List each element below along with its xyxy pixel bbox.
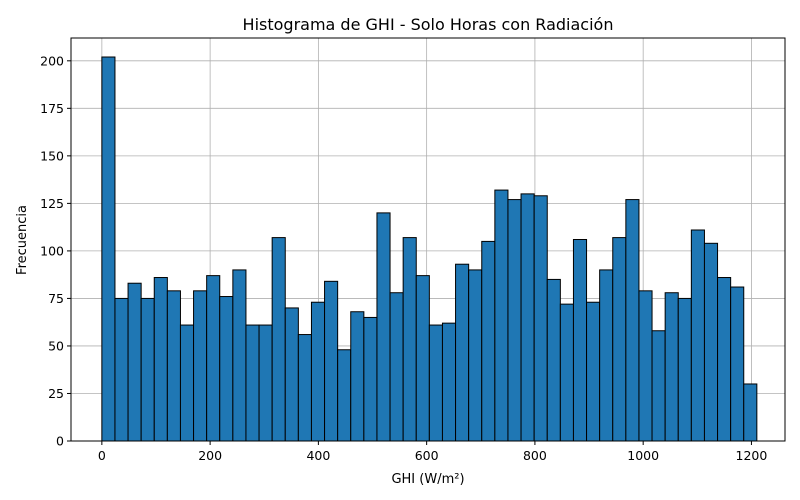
histogram-bar [520,193,535,442]
x-tick-label: 1000 [627,448,659,463]
histogram-bar [625,199,640,442]
histogram-bar [166,290,181,442]
chart-title: Histograma de GHI - Solo Horas con Radia… [243,15,614,34]
histogram-bar [350,311,365,442]
histogram-bar [389,292,404,442]
histogram-bar [572,239,588,442]
histogram-bar [586,301,601,442]
histogram-bar [703,242,719,442]
histogram-bar [415,275,430,442]
histogram-bar [546,278,561,442]
y-tick-label: 175 [40,101,64,116]
histogram-bar [363,316,378,442]
y-tick-label: 75 [48,291,64,306]
histogram-bar [599,269,614,442]
histogram-bar [533,195,548,442]
x-tick-label: 400 [306,448,330,463]
histogram-bar [494,189,509,442]
histogram-bars [101,56,758,442]
histogram-bar [468,269,483,442]
histogram-bar [284,307,299,442]
histogram-bar [193,290,208,442]
histogram-bar [612,237,627,442]
histogram-bar [559,303,574,442]
x-tick-label: 1200 [736,448,768,463]
histogram-bar [664,292,679,442]
x-tick-label: 800 [523,448,547,463]
histogram-bar [455,263,470,442]
histogram-bar [481,240,496,442]
y-tick-label: 125 [40,196,64,211]
plot-frame [70,37,786,442]
histogram-bar [717,277,732,442]
y-tick-label: 150 [40,148,64,163]
histogram-bar [376,212,391,442]
y-tick-label: 0 [56,434,64,449]
histogram-bar [677,297,692,442]
x-tick-label: 600 [415,448,439,463]
histogram-bar [441,322,457,442]
histogram-bar [232,269,247,442]
histogram-bar [310,301,326,442]
histogram-bar [179,324,195,442]
histogram-bar [258,324,273,442]
histogram-bar [245,324,260,442]
histogram-bar [297,334,312,442]
histogram-bar [651,330,666,442]
y-tick-label: 100 [40,243,64,258]
histogram-bar [127,282,142,442]
histogram-bar [271,237,286,442]
y-tick-label: 25 [48,386,64,401]
axis-ticks: 0 200 400 600 800 1000 1200 0 25 50 75 100 125 150 175… [40,53,767,463]
histogram-bar [337,349,352,442]
histogram-bar [690,229,705,442]
histogram-bar [730,286,745,442]
histogram-bar [402,237,417,442]
y-tick-label: 200 [40,53,64,68]
histogram-bar [101,56,116,442]
histogram-bar [507,199,522,442]
x-tick-label: 200 [198,448,222,463]
y-axis-label: Frecuencia [15,205,30,275]
histogram-bar [743,383,758,442]
histogram-bar [114,297,129,442]
histogram-bar [153,277,168,442]
x-axis-label: GHI (W/m²) [391,472,464,487]
histogram-bar [206,275,221,442]
histogram-bar [324,280,339,442]
histogram-bar [428,324,443,442]
histogram-bar [140,297,155,442]
histogram-bar [638,290,653,442]
y-tick-label: 50 [48,338,64,353]
histogram-bar [219,296,234,442]
x-tick-label: 0 [98,448,106,463]
